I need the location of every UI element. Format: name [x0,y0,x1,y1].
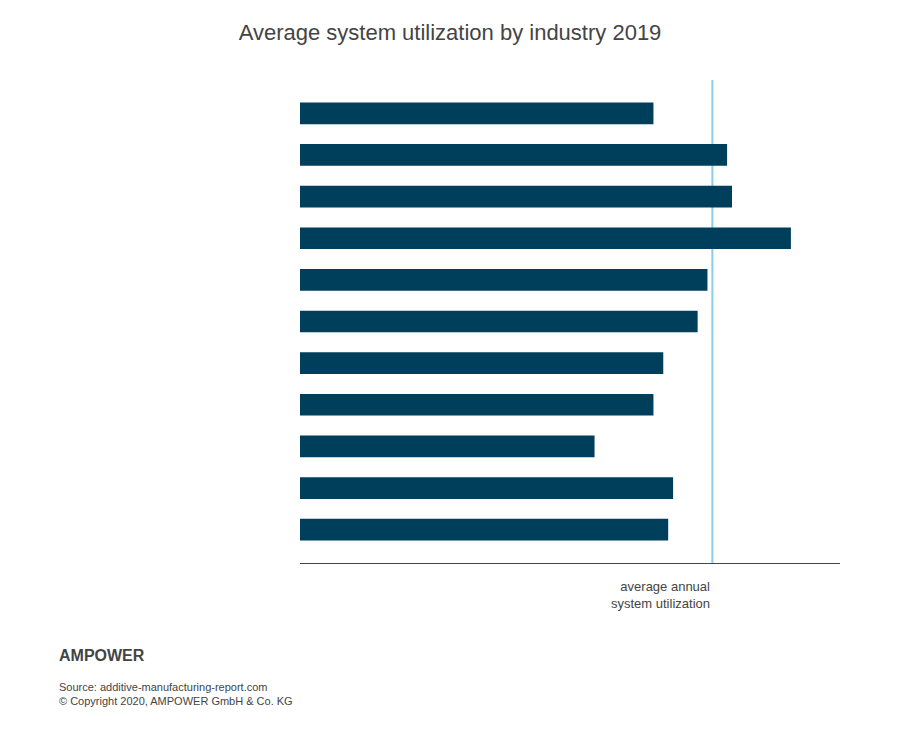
svg-text:Average system utilization by: Average system utilization by industry 2… [239,20,662,45]
svg-text:average annualsystem utilizati: average annualsystem utilization [611,579,710,611]
svg-text:Source: additive-manufacturing: Source: additive-manufacturing-report.co… [59,681,293,707]
svg-text:AMPOWER: AMPOWER [59,647,145,664]
